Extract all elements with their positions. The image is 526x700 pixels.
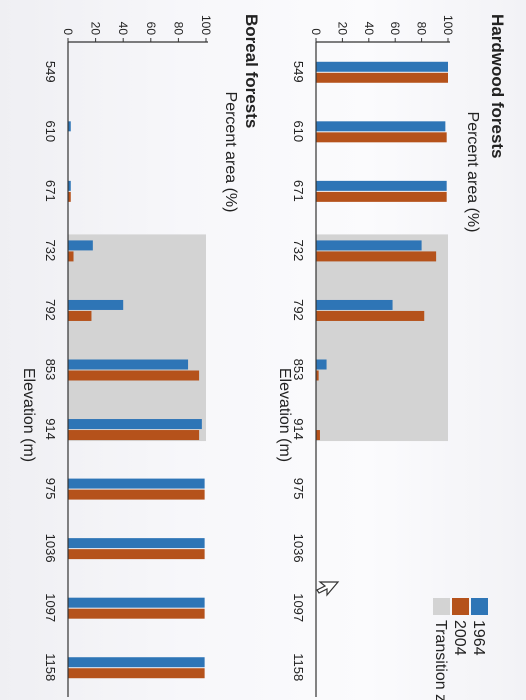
- boreal-bar-2004-1158: [68, 668, 205, 679]
- boreal-bar-2004-671: [68, 191, 71, 202]
- hardwood-xtick-label: 549: [291, 61, 306, 83]
- legend: 1964 2004 Transition zone: [432, 598, 488, 700]
- hardwood-xtick-label: 914: [291, 418, 306, 440]
- boreal-bar-2004-1097: [68, 608, 205, 619]
- boreal-xtick-label: 1036: [43, 534, 58, 563]
- hardwood-bar-1964-671: [316, 180, 447, 191]
- boreal-bar-1964-610: [68, 121, 71, 132]
- hardwood-bar-1964-732: [316, 240, 422, 251]
- boreal-bar-1964-792: [68, 299, 124, 310]
- boreal-ytick-label: 40: [116, 22, 130, 36]
- boreal-bar-1964-914: [67, 419, 202, 430]
- hardwood-xtick-label: 610: [291, 120, 306, 142]
- boreal-ylabel: Percent area (%): [222, 92, 239, 213]
- legend-label-transition: Transition zone: [432, 620, 449, 700]
- legend-label-1964: 1964: [470, 620, 487, 656]
- boreal-transition-zone-band: [68, 234, 206, 442]
- hardwood-transition-zone: [316, 234, 448, 442]
- hardwood-ytick-label: 80: [415, 22, 429, 36]
- hardwood-xtick-label: 792: [291, 299, 306, 321]
- boreal-panel: Boreal forests Percent area (%) Elevatio…: [20, 14, 261, 697]
- hardwood-xtick-label: 732: [291, 240, 306, 262]
- boreal-bar-1964-1036: [68, 538, 205, 549]
- boreal-bar-1964-1097: [68, 597, 205, 608]
- boreal-bar-1964-1158: [68, 657, 205, 668]
- boreal-bar-1964-671: [68, 180, 71, 191]
- boreal-bar-2004-732: [67, 251, 74, 262]
- boreal-ytick-label: 100: [199, 15, 213, 35]
- legend-label-2004: 2004: [451, 620, 468, 656]
- cursor-arrow-icon: [316, 581, 340, 597]
- hardwood-transition-zone-band: [316, 234, 448, 442]
- hardwood-bar-2004-914: [316, 430, 320, 441]
- hardwood-title: Hardwood forests: [488, 14, 507, 159]
- hardwood-bar-1964-610: [316, 121, 446, 132]
- boreal-ytick-label: 80: [171, 22, 185, 36]
- legend-swatch-2004: [452, 598, 469, 615]
- boreal-xtick-label: 732: [43, 240, 58, 262]
- hardwood-ytick-label: 40: [362, 22, 376, 36]
- hardwood-bar-2004-792: [316, 310, 425, 321]
- legend-swatch-transition: [433, 598, 450, 615]
- boreal-transition-zone: [68, 234, 206, 442]
- boreal-xtick-label: 975: [43, 478, 58, 500]
- hardwood-xtick-label: 1158: [291, 653, 306, 681]
- boreal-xtick-label: 1158: [43, 653, 58, 681]
- hardwood-ytick-label: 100: [441, 15, 455, 35]
- boreal-ytick-label: 60: [144, 22, 158, 36]
- boreal-xtick-label: 914: [43, 418, 58, 440]
- hardwood-panel: Hardwood forests Percent area (%) Elevat…: [276, 14, 507, 697]
- boreal-xtick-label: 1097: [43, 593, 58, 622]
- hardwood-ytick-label: 20: [335, 22, 349, 36]
- boreal-bar-2004-853: [68, 370, 200, 381]
- boreal-xtick-label: 792: [43, 299, 58, 321]
- boreal-bar-1964-732: [67, 240, 93, 251]
- boreal-xlabel: Elevation (m): [20, 368, 37, 462]
- boreal-bar-1964-975: [68, 478, 205, 489]
- boreal-bar-2004-1036: [68, 549, 205, 560]
- boreal-xtick-label: 610: [43, 120, 58, 142]
- boreal-xtick-label: 671: [43, 180, 58, 202]
- boreal-ytick-label: 20: [89, 22, 103, 36]
- hardwood-ytick-label: 0: [309, 28, 323, 35]
- hardwood-xtick-label: 975: [291, 478, 306, 500]
- hardwood-xtick-label: 671: [291, 180, 306, 202]
- boreal-title: Boreal forests: [242, 14, 261, 128]
- hardwood-bar-2004-610: [316, 132, 447, 143]
- hardwood-bar-1964-853: [315, 359, 327, 370]
- boreal-xtick-label: 853: [43, 359, 58, 381]
- hardwood-bar-2004-853: [315, 370, 319, 381]
- hardwood-bar-2004-671: [316, 191, 447, 202]
- hardwood-xtick-label: 853: [291, 359, 306, 381]
- hardwood-xtick-label: 1036: [291, 534, 306, 563]
- hardwood-ytick-label: 60: [388, 22, 402, 36]
- hardwood-ylabel: Percent area (%): [464, 112, 481, 233]
- boreal-bar-2004-914: [68, 430, 200, 441]
- boreal-bar-2004-975: [68, 489, 205, 500]
- hardwood-bar-2004-732: [316, 251, 437, 262]
- hardwood-xtick-label: 1097: [291, 593, 306, 622]
- boreal-bar-2004-792: [67, 310, 92, 321]
- hardwood-bar-1964-549: [316, 61, 448, 72]
- boreal-bar-1964-853: [68, 359, 189, 370]
- legend-swatch-1964: [471, 598, 488, 615]
- hardwood-xlabel: Elevation (m): [276, 368, 293, 462]
- hardwood-bar-2004-549: [316, 72, 448, 83]
- hardwood-bar-1964-792: [316, 299, 393, 310]
- boreal-ytick-label: 0: [61, 28, 75, 35]
- boreal-xtick-label: 549: [43, 61, 58, 83]
